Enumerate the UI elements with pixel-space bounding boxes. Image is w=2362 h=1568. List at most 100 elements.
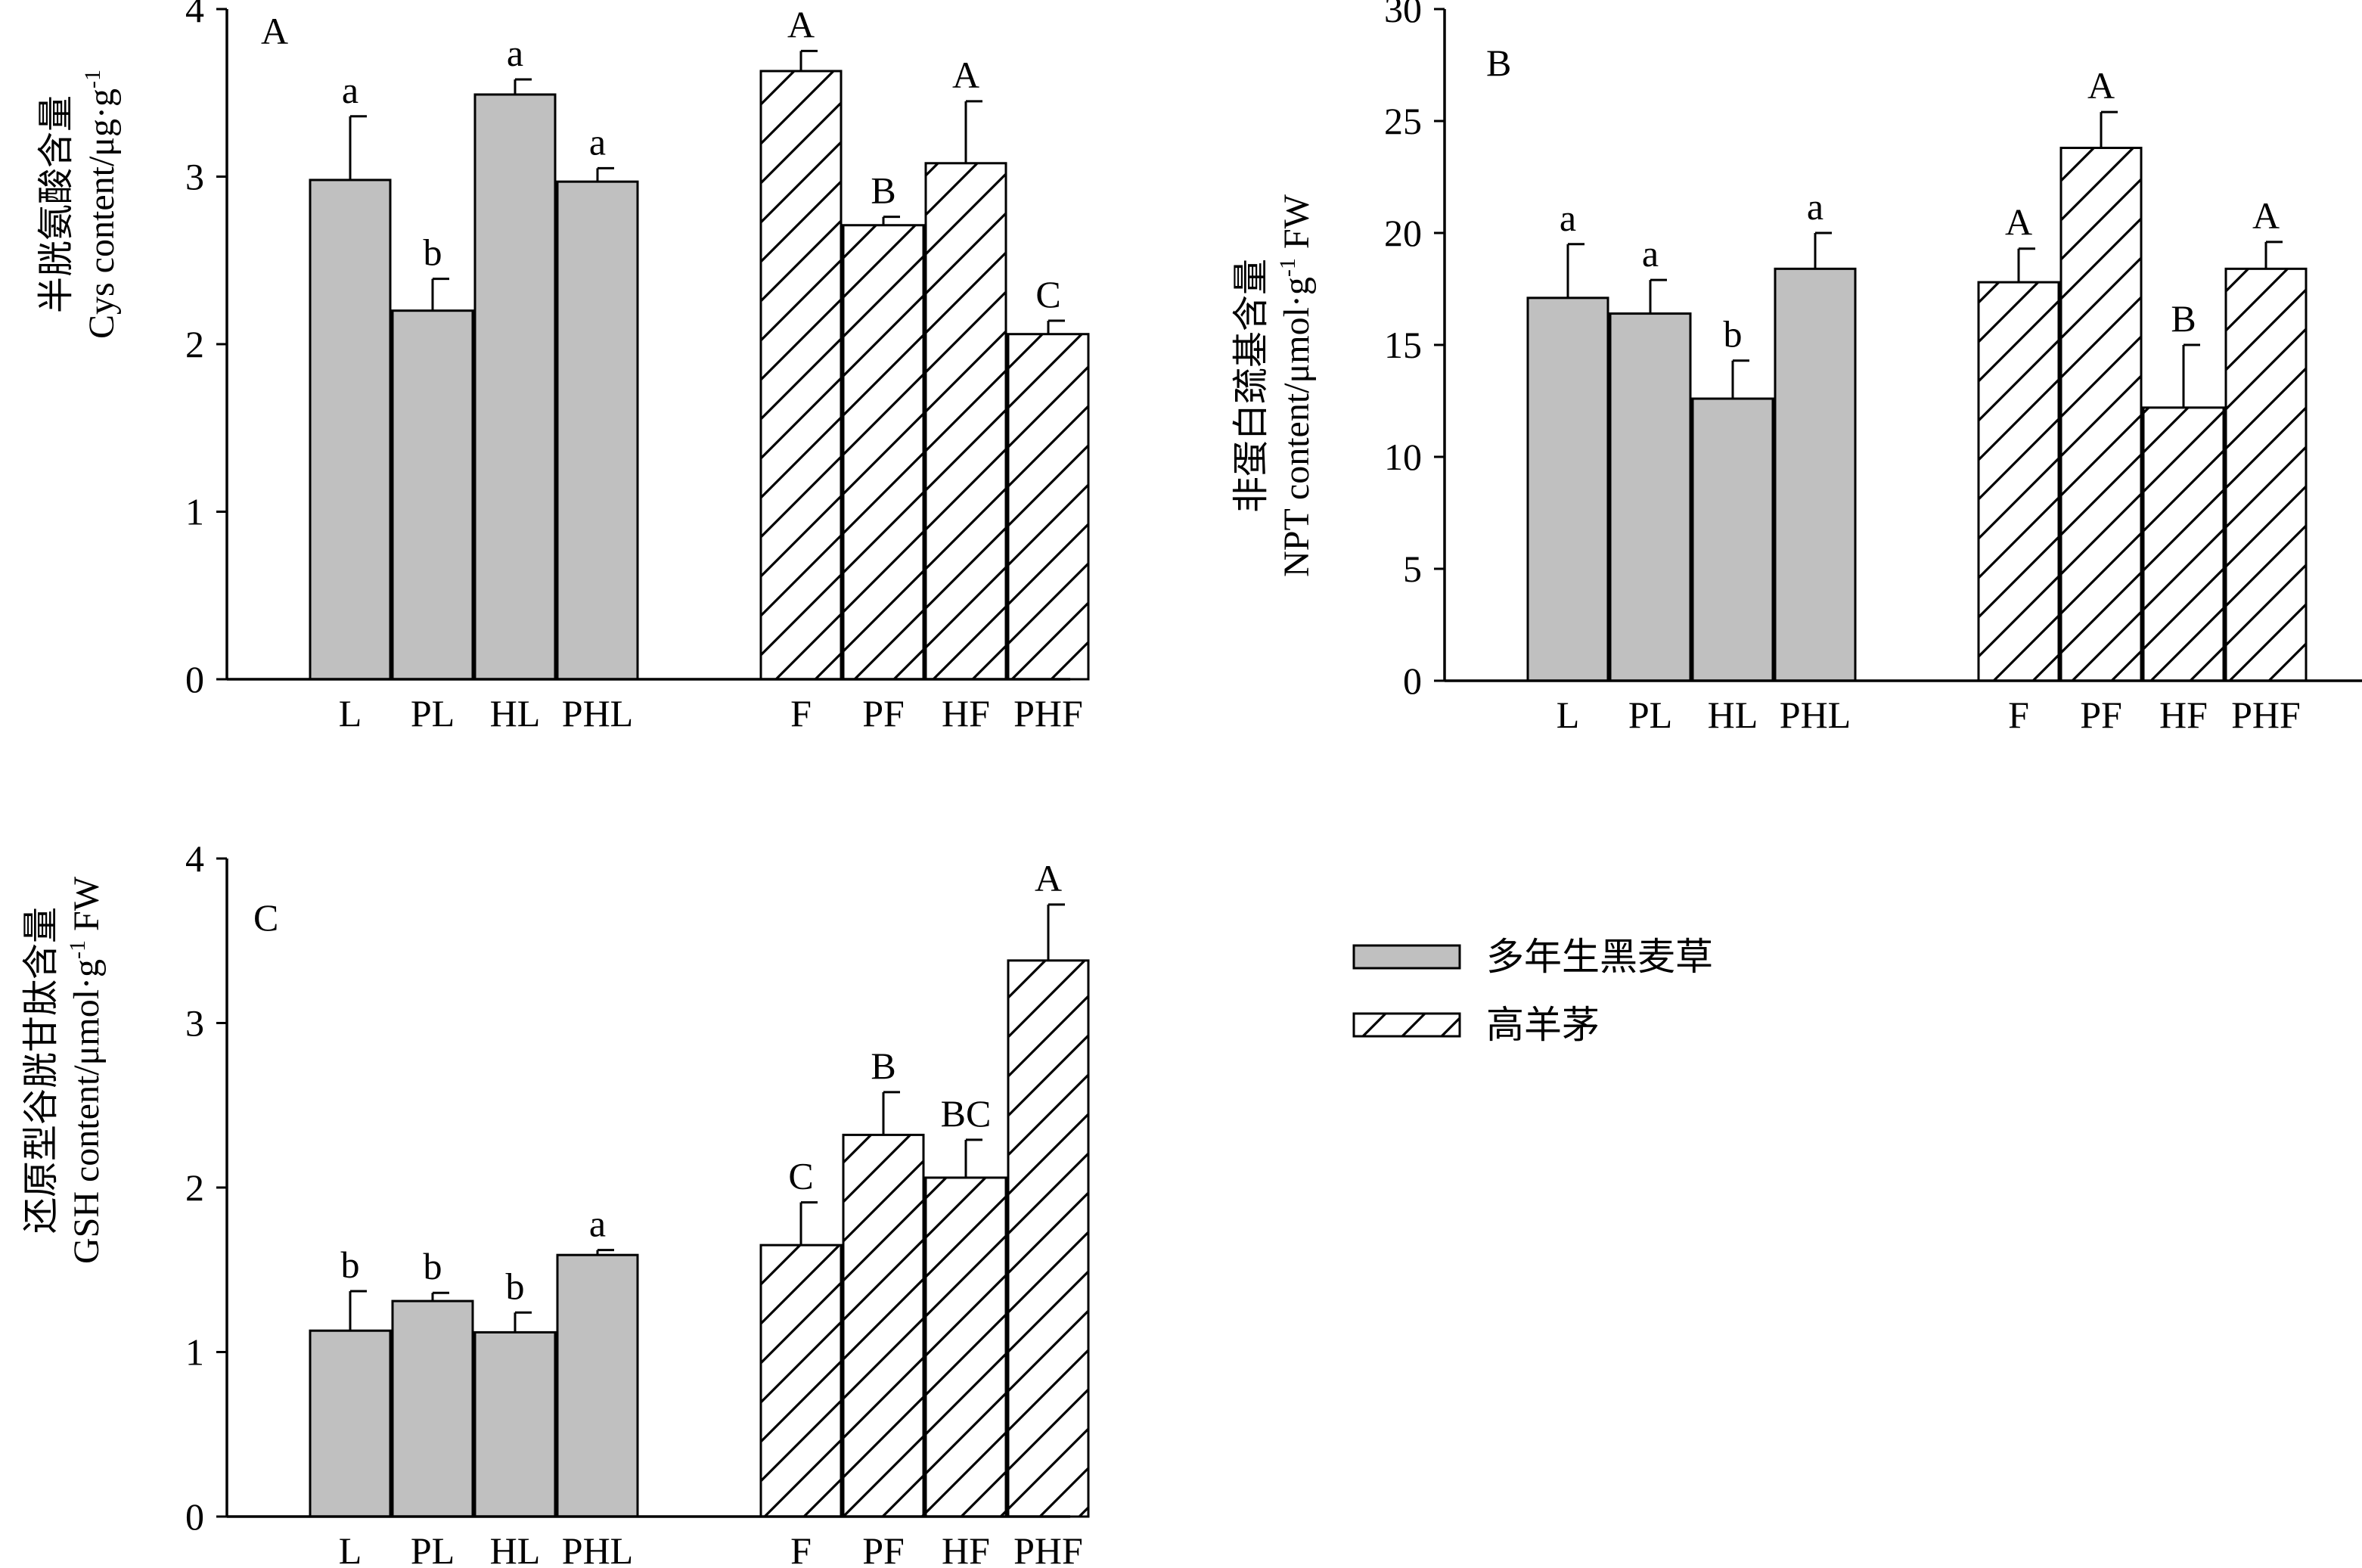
bar-F [759,70,843,681]
y-tick-label: 2 [185,1166,204,1209]
bar-PF [842,224,925,681]
significance-letter: a [1642,232,1659,275]
y-tick-label: 3 [185,156,204,198]
significance-letter: b [424,1245,442,1287]
bar-L [309,1329,392,1518]
x-tick-label: PF [862,692,905,734]
significance-letter: a [589,120,606,163]
y-tick-label: 10 [1384,436,1422,478]
x-tick-label: F [790,692,812,734]
legend: 多年生黑麦草 高羊茅 [1352,936,1713,1046]
y-tick-label: 2 [185,323,204,365]
y-tick-label: 15 [1384,324,1422,366]
legend-label-festuca: 高羊茅 [1486,1004,1600,1046]
y-tick-label: 25 [1384,100,1422,142]
significance-letter: B [871,1045,895,1087]
x-tick-label: F [2008,694,2029,736]
y-tick-label: 20 [1384,212,1422,254]
y-tick-label: 1 [185,1331,204,1374]
y-tick-label: 1 [185,491,204,533]
y-axis-title-en: Cys content/μg·g-1 [80,70,122,339]
legend-swatch-festuca [1352,1012,1461,1038]
significance-letter: a [342,69,358,111]
x-tick-label: PHF [1013,692,1083,734]
x-tick-label: L [1557,694,1580,736]
x-tick-label: PHL [1780,694,1851,736]
x-tick-label: HL [490,692,541,734]
significance-letter: b [341,1244,360,1286]
bar-HF [924,162,1007,681]
bar-PHL [556,180,639,681]
legend-swatch-lolium [1352,944,1461,970]
x-tick-label: PL [1628,694,1672,736]
significance-letter: A [787,3,815,45]
x-tick-label: PHL [562,1529,633,1568]
x-tick-label: F [790,1529,812,1568]
bar-HF [924,1176,1007,1518]
x-tick-label: HF [2159,694,2208,736]
y-tick-label: 0 [185,1495,204,1538]
y-axis-title-cn: 还原型谷胱甘肽含量 [21,907,61,1234]
y-tick-label: 0 [185,658,204,700]
bar-F [1977,281,2060,682]
legend-label-lolium: 多年生黑麦草 [1486,936,1713,978]
x-tick-label: HF [942,1529,990,1568]
bar-PHL [556,1253,639,1518]
panel-letter: C [253,896,278,939]
significance-letter: b [506,1265,525,1307]
x-tick-label: PHL [562,692,633,734]
significance-letter: a [1807,185,1823,228]
significance-letter: b [424,231,442,274]
significance-letter: BC [941,1092,992,1135]
x-tick-label: PF [862,1529,905,1568]
bar-HL [473,1330,557,1518]
y-axis-title-cn: 非蛋白巯基含量 [1231,259,1271,513]
x-tick-label: HL [490,1529,541,1568]
significance-letter: a [1560,197,1576,239]
bar-PL [391,1299,474,1518]
significance-letter: A [2087,64,2115,107]
bar-PF [842,1133,925,1518]
significance-letter: a [507,32,523,74]
y-tick-label: 3 [185,1002,204,1045]
significance-letter: B [871,169,895,212]
significance-letter: C [1035,273,1060,315]
x-tick-label: PF [2080,694,2122,736]
y-tick-label: 0 [1403,660,1422,702]
bar-PL [1609,312,1692,682]
significance-letter: a [589,1203,606,1245]
bar-HL [1691,397,1774,682]
x-tick-label: PL [411,692,455,734]
y-tick-label: 30 [1384,0,1422,30]
bar-PHF [1007,959,1090,1518]
significance-letter: B [2171,297,2196,340]
significance-letter: b [1724,313,1743,356]
chart-panel-a: A 半胱氨酸含量 Cys content/μg·g-1 a Lb PL a HL a PHL… [36,0,1090,734]
bar-PL [391,309,474,681]
significance-letter: A [1035,857,1062,899]
bar-PF [2059,147,2143,682]
x-tick-label: PHF [1013,1529,1083,1568]
bar-F [759,1244,843,1518]
bar-HF [2142,406,2225,682]
bar-L [1526,297,1609,682]
bar-PHL [1774,267,1857,682]
significance-letter: A [2005,201,2032,244]
chart-panel-c: C 还原型谷胱甘肽含量 GSH content/μmol·g-1 FW b Lb P… [21,837,1090,1568]
bar-PHF [2224,267,2308,682]
y-tick-label: 5 [1403,548,1422,590]
panel-letter: A [261,10,288,52]
x-tick-label: HF [942,692,990,734]
y-axis-title-en: NPT content/μmol·g-1 FW [1275,194,1317,577]
y-tick-label: 4 [185,837,204,880]
panel-letter: B [1486,42,1511,84]
significance-letter: A [952,54,979,96]
y-axis-title-en: GSH content/μmol·g-1 FW [65,876,107,1264]
bar-HL [473,93,557,681]
bar-L [309,179,392,681]
significance-letter: C [788,1155,813,1197]
significance-letter: A [2252,194,2280,237]
y-tick-label: 4 [185,0,204,30]
x-tick-label: PL [411,1529,455,1568]
